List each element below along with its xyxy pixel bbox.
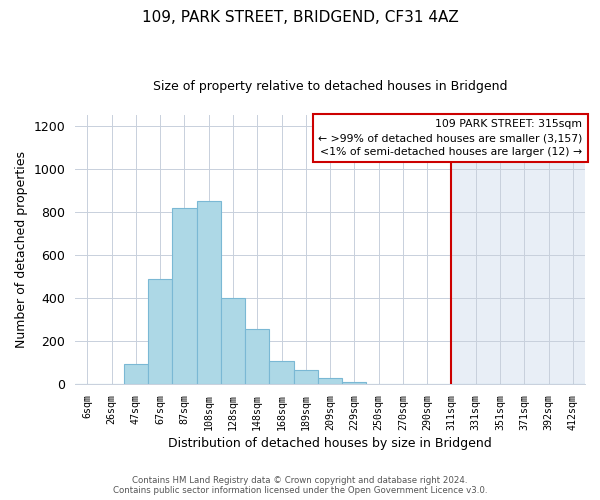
Bar xyxy=(172,208,197,384)
Y-axis label: Number of detached properties: Number of detached properties xyxy=(15,151,28,348)
Bar xyxy=(269,360,293,384)
Text: Contains HM Land Registry data © Crown copyright and database right 2024.
Contai: Contains HM Land Registry data © Crown c… xyxy=(113,476,487,495)
Bar xyxy=(318,378,342,384)
Bar xyxy=(197,201,221,384)
Text: 109, PARK STREET, BRIDGEND, CF31 4AZ: 109, PARK STREET, BRIDGEND, CF31 4AZ xyxy=(142,10,458,25)
Bar xyxy=(221,298,245,384)
X-axis label: Distribution of detached houses by size in Bridgend: Distribution of detached houses by size … xyxy=(168,437,492,450)
Bar xyxy=(245,330,269,384)
Bar xyxy=(124,364,148,384)
Bar xyxy=(293,370,318,384)
Bar xyxy=(451,115,585,384)
Bar xyxy=(148,279,172,384)
Bar xyxy=(342,382,367,384)
Text: 109 PARK STREET: 315sqm
← >99% of detached houses are smaller (3,157)
<1% of sem: 109 PARK STREET: 315sqm ← >99% of detach… xyxy=(318,119,583,157)
Title: Size of property relative to detached houses in Bridgend: Size of property relative to detached ho… xyxy=(153,80,508,93)
